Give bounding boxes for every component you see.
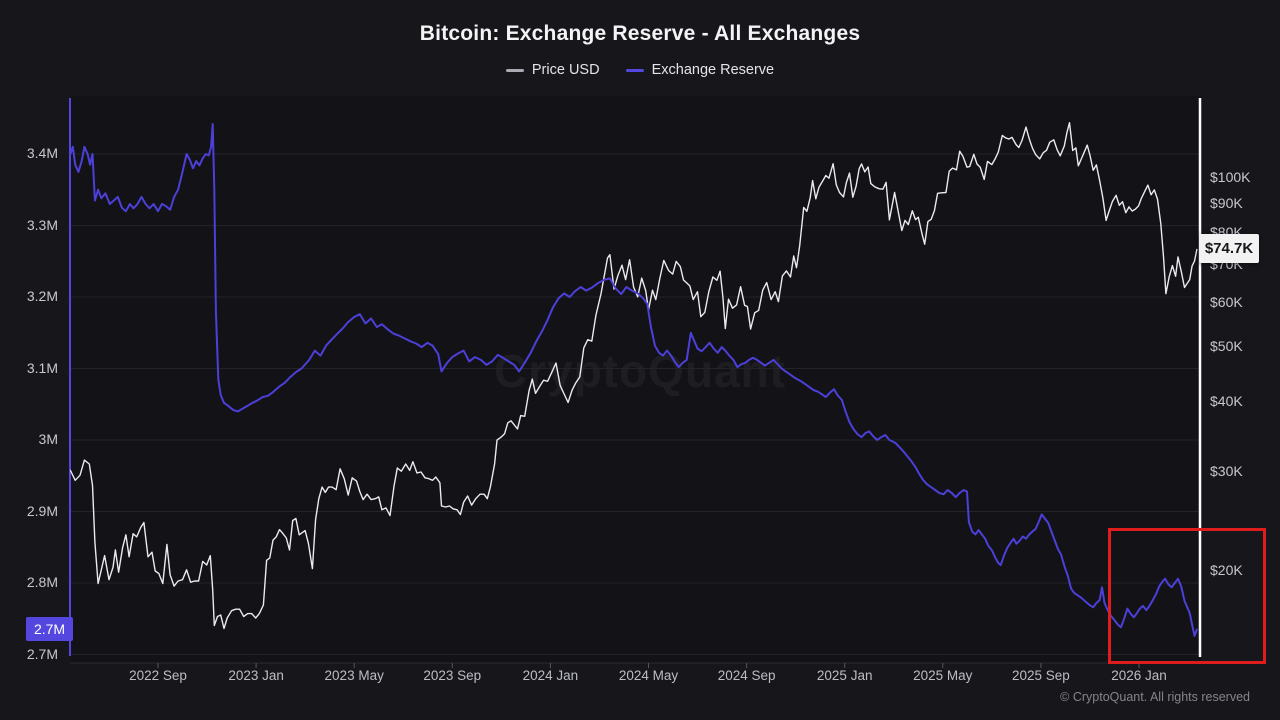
x-axis-label: 2025 Jan	[816, 668, 873, 683]
x-axis-label: 2024 Sep	[717, 668, 776, 683]
y-axis-label-right: $20K	[1210, 562, 1243, 578]
y-axis-label-right: $60K	[1210, 293, 1243, 310]
y-axis-label-left: 3.3M	[26, 216, 58, 233]
cryptoquant-watermark: CryptoQuant	[493, 345, 787, 397]
x-axis-label: 2024 May	[618, 668, 679, 683]
x-axis-label: 2025 May	[913, 668, 973, 683]
legend-item-exchange-reserve[interactable]: Exchange Reserve	[625, 62, 775, 78]
copyright-notice: © CryptoQuant. All rights reserved	[1060, 690, 1250, 704]
chart-legend: Price USD Exchange Reserve	[0, 62, 1280, 78]
legend-dash-icon	[625, 68, 644, 72]
plot-area-background	[70, 96, 1201, 663]
x-axis-label: 2023 May	[324, 668, 384, 683]
y-axis-label-left: 2.9M	[26, 502, 58, 519]
chart-title: Bitcoin: Exchange Reserve - All Exchange…	[419, 22, 861, 45]
legend-label: Exchange Reserve	[651, 62, 775, 78]
x-axis-label: 2023 Sep	[423, 668, 482, 683]
exchange-reserve-line	[70, 123, 1198, 637]
reserve-current-value-badge: 2.7M	[26, 617, 73, 641]
y-axis-label-left: 3.2M	[26, 288, 58, 304]
y-axis-label-left: 3.4M	[26, 145, 58, 161]
y-axis-label-left: 2.7M	[26, 645, 58, 662]
x-axis-label: 2023 Jan	[228, 668, 284, 683]
y-axis-label-right: $50K	[1210, 338, 1243, 355]
red-highlight-box	[1108, 528, 1266, 664]
price-current-value-badge: $74.7K	[1199, 234, 1259, 263]
y-axis-label-right: $100K	[1210, 169, 1251, 186]
price-usd-line	[70, 122, 1198, 630]
legend-label: Price USD	[531, 62, 600, 78]
y-axis-label-right: $30K	[1210, 463, 1243, 480]
legend-dash-icon	[505, 68, 524, 72]
y-axis-label-left: 3M	[38, 431, 58, 447]
y-axis-label-left: 3.1M	[26, 359, 58, 376]
y-axis-label-left: 2.8M	[26, 574, 58, 590]
x-axis-label: 2022 Sep	[129, 668, 187, 683]
x-axis-label: 2026 Jan	[1111, 668, 1167, 683]
y-axis-label-right: $40K	[1210, 392, 1243, 409]
x-axis-label: 2025 Sep	[1011, 668, 1070, 683]
legend-item-price-usd[interactable]: Price USD	[505, 62, 600, 78]
y-axis-label-right: $90K	[1210, 194, 1243, 211]
x-axis-label: 2024 Jan	[522, 668, 579, 683]
